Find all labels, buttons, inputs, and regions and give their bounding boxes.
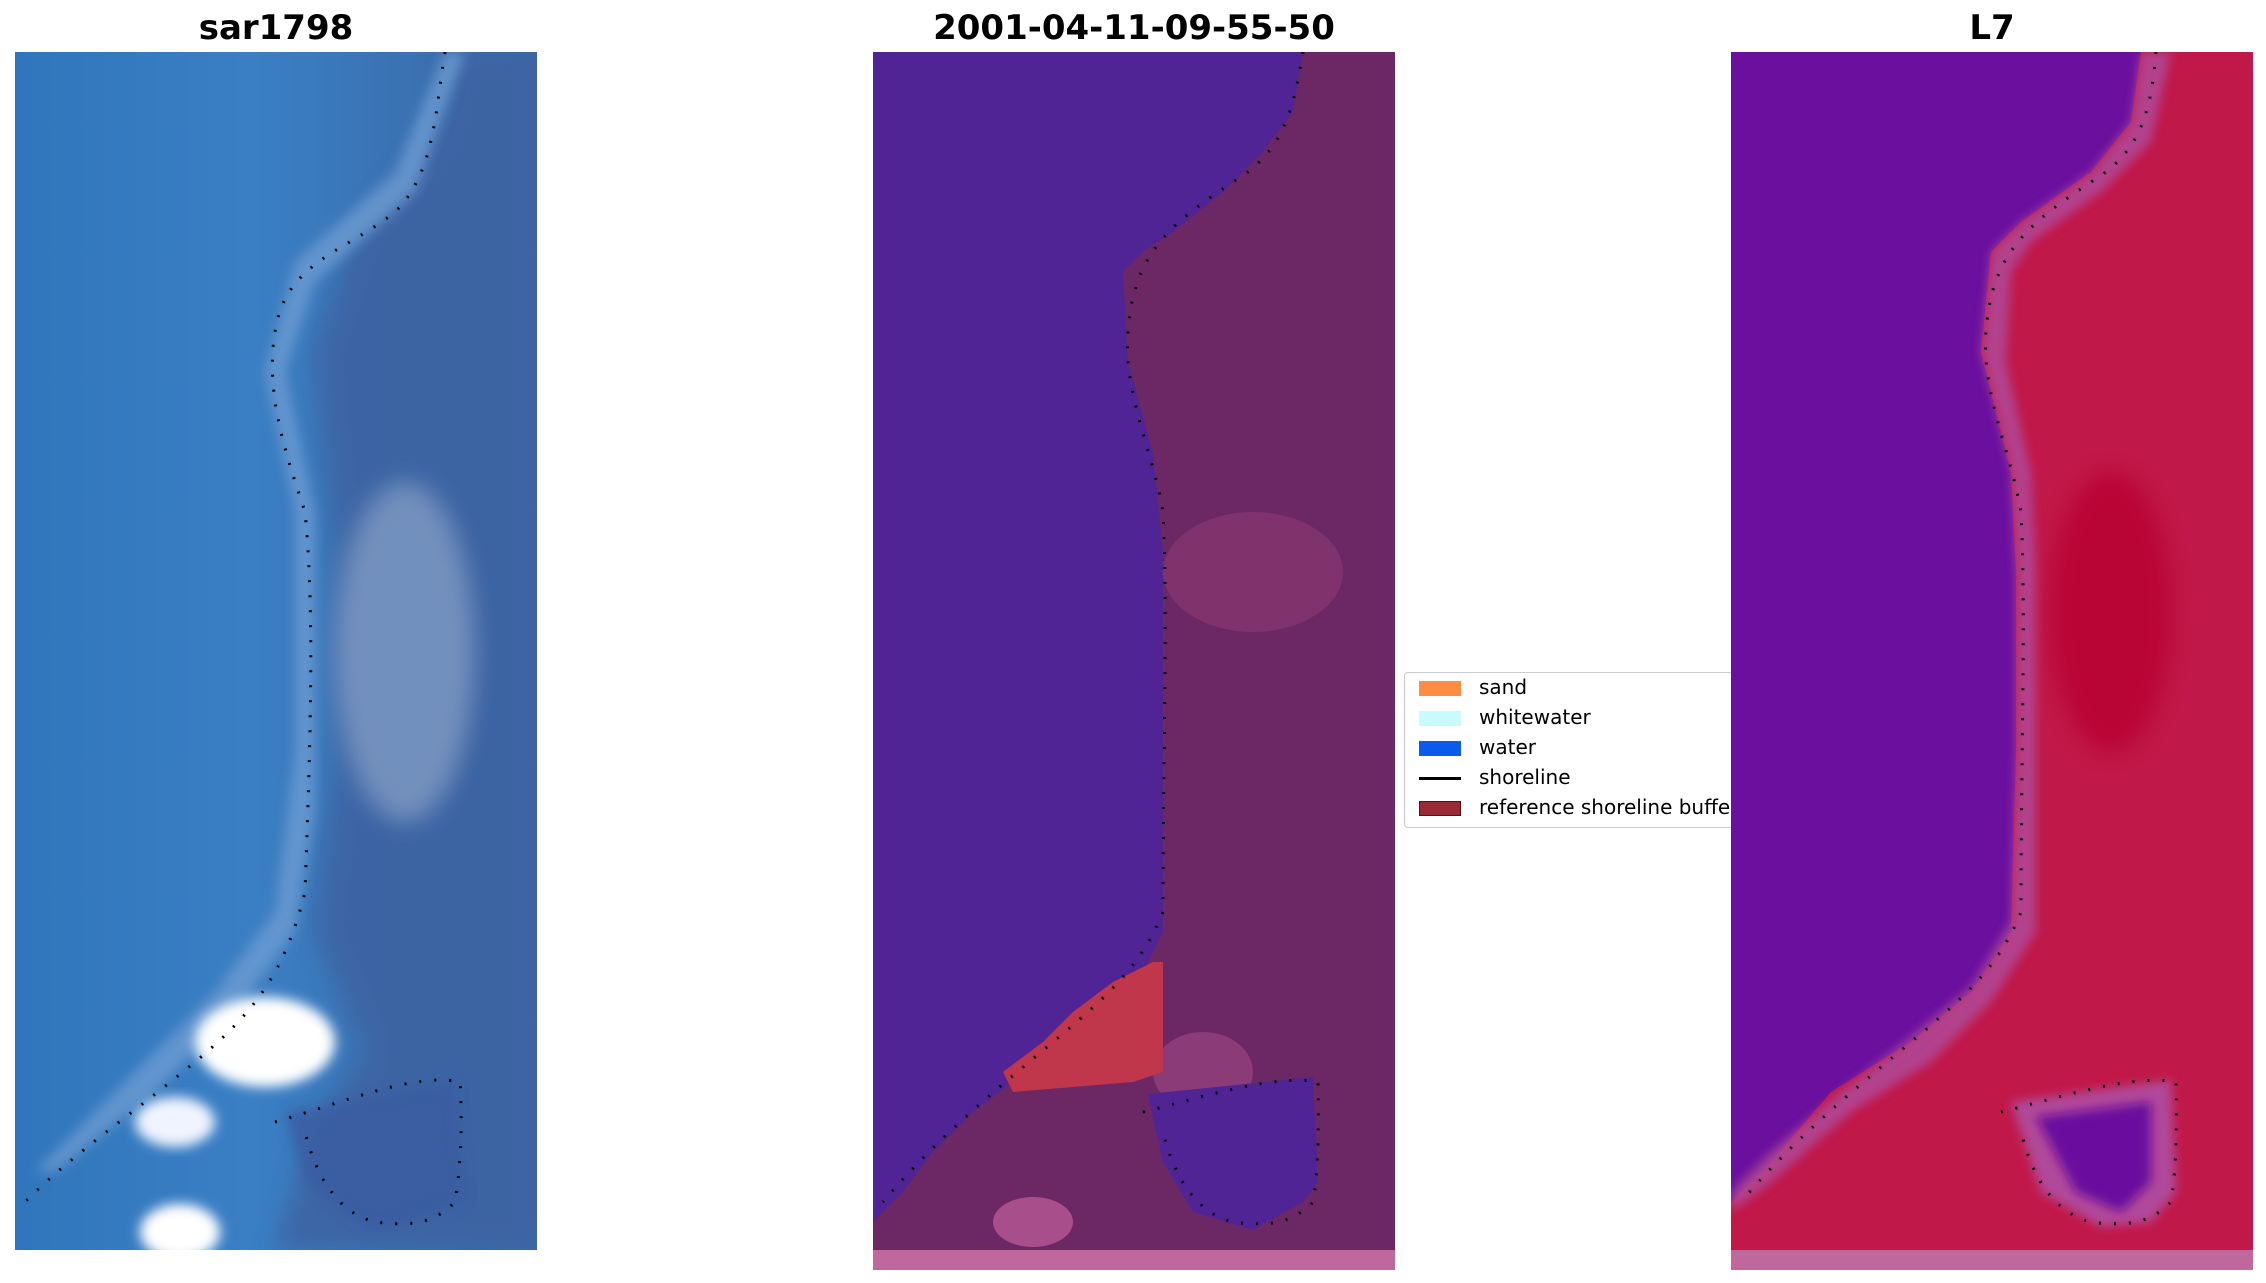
- legend-item-reference-buffer: reference shoreline buffer: [1413, 793, 1734, 821]
- shoreline-line-swatch: [1419, 777, 1461, 780]
- legend-item-sand: sand: [1413, 673, 1733, 701]
- sand-swatch: [1419, 681, 1461, 696]
- legend-label: water: [1479, 735, 1536, 759]
- l7-image: [1731, 52, 2253, 1270]
- reference-buffer-swatch: [1419, 801, 1461, 816]
- legend-item-shoreline: shoreline: [1413, 763, 1733, 791]
- legend-item-whitewater: whitewater: [1413, 703, 1733, 731]
- classified-image: [873, 52, 1395, 1270]
- whitewater-swatch: [1419, 711, 1461, 726]
- legend-label: shoreline: [1479, 765, 1571, 789]
- legend: sand whitewater water shoreline referenc…: [1404, 672, 1734, 828]
- legend-label: reference shoreline buffer: [1479, 795, 1734, 819]
- panel-title-rgb: sar1798: [198, 8, 354, 48]
- panel-title-classified: 2001-04-11-09-55-50: [933, 8, 1335, 48]
- rgb-image: [15, 52, 537, 1250]
- legend-label: sand: [1479, 675, 1528, 699]
- panel-title-l7: L7: [1969, 8, 2015, 48]
- water-swatch: [1419, 741, 1461, 756]
- legend-item-water: water: [1413, 733, 1733, 761]
- legend-label: whitewater: [1479, 705, 1591, 729]
